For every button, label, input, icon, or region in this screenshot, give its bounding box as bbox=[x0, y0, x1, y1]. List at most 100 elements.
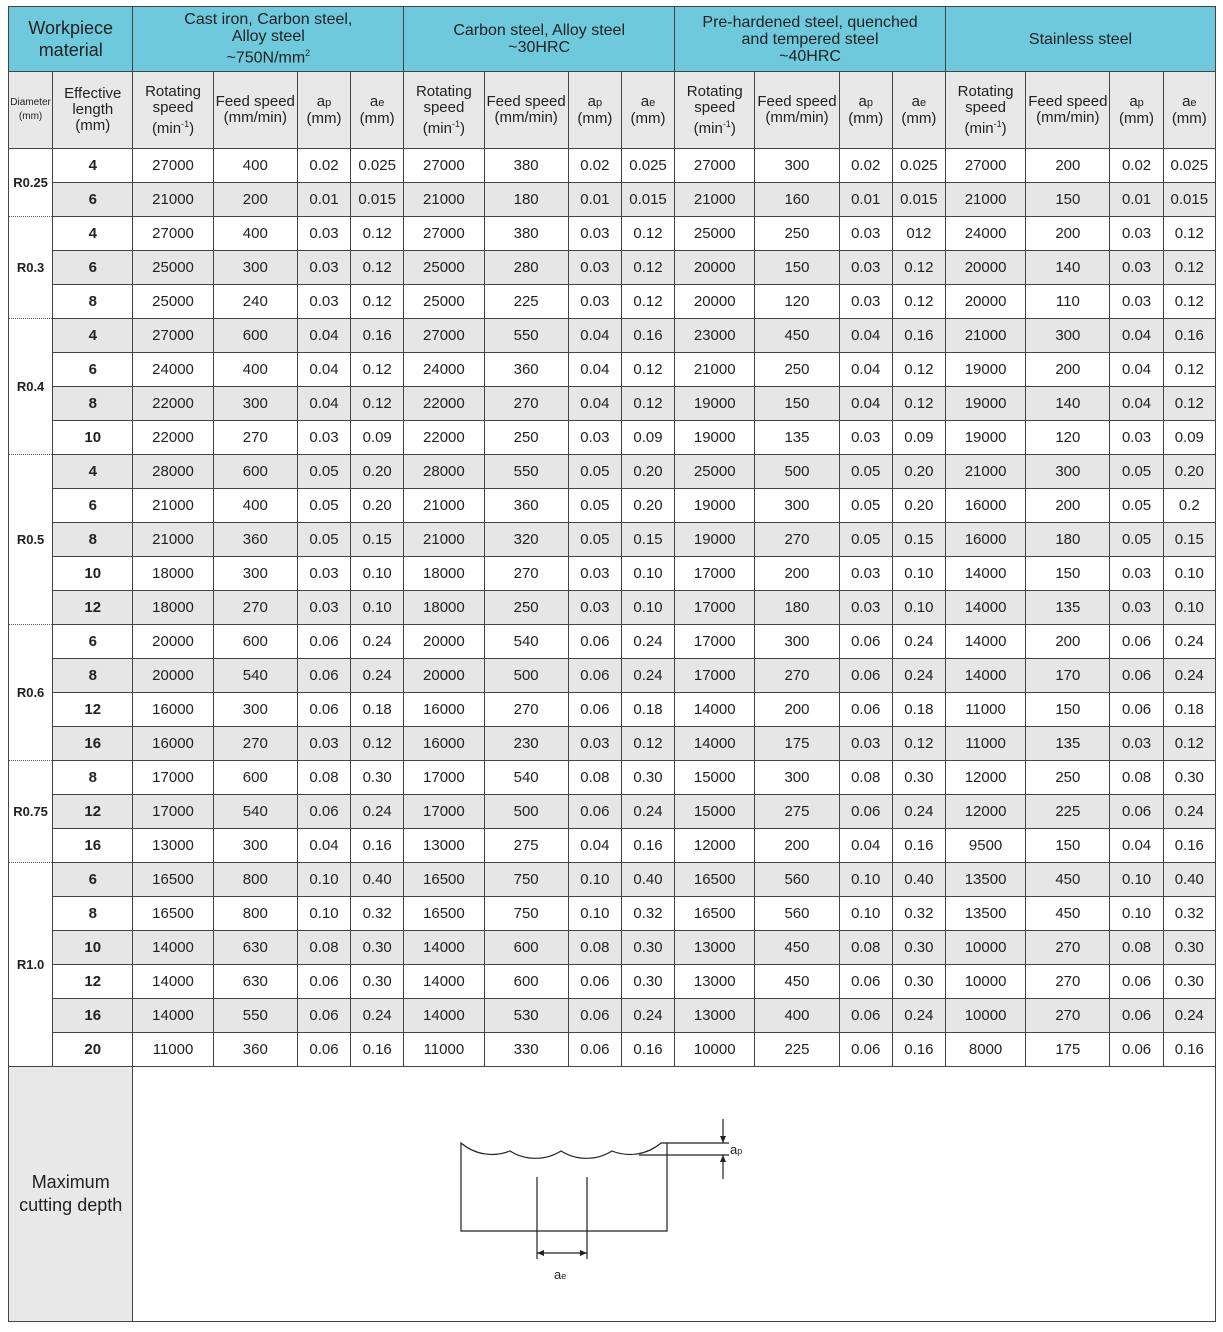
effective-length-cell: 12 bbox=[52, 794, 134, 829]
value-cell: 20000 bbox=[403, 658, 485, 693]
value-cell: 0.15 bbox=[620, 522, 676, 557]
value-cell: 14000 bbox=[403, 998, 485, 1033]
value-cell: 550 bbox=[483, 454, 569, 489]
value-cell: 0.03 bbox=[296, 216, 352, 251]
value-cell: 0.24 bbox=[1162, 658, 1217, 693]
value-cell: 270 bbox=[754, 658, 840, 693]
value-cell: 0.03 bbox=[838, 590, 893, 625]
value-cell: 140 bbox=[1025, 250, 1111, 285]
value-cell: 270 bbox=[483, 692, 569, 727]
value-cell: 120 bbox=[754, 284, 840, 319]
effective-length-cell: 4 bbox=[52, 148, 134, 183]
feed-speed-header-pre-hardened: Feed speed (mm/min) bbox=[754, 71, 840, 149]
value-cell: 300 bbox=[212, 692, 298, 727]
value-cell: 21000 bbox=[132, 182, 214, 217]
value-cell: 0.32 bbox=[891, 896, 946, 931]
value-cell: 0.18 bbox=[620, 692, 676, 727]
value-cell: 0.04 bbox=[567, 318, 622, 353]
value-cell: 11000 bbox=[944, 692, 1027, 727]
table-row: 12 16000 300 0.06 0.18 16000 270 0.06 0.18 14000 2… bbox=[9, 692, 1217, 727]
value-cell: 19000 bbox=[674, 420, 756, 455]
value-cell: 300 bbox=[754, 760, 840, 795]
table-row: 8 22000 300 0.04 0.12 22000 270 0.04 0.12 19000 15… bbox=[9, 386, 1217, 421]
value-cell: 0.20 bbox=[350, 488, 405, 523]
value-cell: 0.05 bbox=[838, 522, 893, 557]
value-cell: 13000 bbox=[674, 964, 756, 999]
value-cell: 0.03 bbox=[838, 250, 893, 285]
value-cell: 0.24 bbox=[891, 658, 946, 693]
value-cell: 0.06 bbox=[1109, 998, 1164, 1033]
value-cell: 360 bbox=[212, 522, 298, 557]
value-cell: 0.06 bbox=[838, 998, 893, 1033]
value-cell: 360 bbox=[483, 488, 569, 523]
value-cell: 0.24 bbox=[620, 998, 676, 1033]
value-cell: 0.20 bbox=[620, 454, 676, 489]
value-cell: 0.08 bbox=[838, 930, 893, 965]
value-cell: 0.015 bbox=[350, 182, 405, 217]
value-cell: 0.32 bbox=[1162, 896, 1217, 931]
value-cell: 0.12 bbox=[350, 284, 405, 319]
value-cell: 0.40 bbox=[620, 862, 676, 897]
value-cell: 0.04 bbox=[296, 352, 352, 387]
value-cell: 0.30 bbox=[1162, 760, 1217, 795]
effective-length-cell: 8 bbox=[52, 760, 134, 795]
diameter-cell: R0.6 bbox=[7, 624, 54, 761]
value-cell: 0.12 bbox=[1162, 386, 1217, 421]
value-cell: 0.12 bbox=[891, 284, 946, 319]
value-cell: 0.24 bbox=[620, 658, 676, 693]
value-cell: 200 bbox=[1025, 148, 1111, 183]
value-cell: 400 bbox=[212, 216, 298, 251]
value-cell: 270 bbox=[212, 590, 298, 625]
value-cell: 0.06 bbox=[838, 1032, 893, 1067]
value-cell: 300 bbox=[212, 250, 298, 285]
value-cell: 0.10 bbox=[350, 590, 405, 625]
value-cell: 21000 bbox=[674, 352, 756, 387]
value-cell: 16500 bbox=[403, 862, 485, 897]
table-row: 12 17000 540 0.06 0.24 17000 500 0.06 0.24 15000 2… bbox=[9, 794, 1217, 829]
ap-header-stainless: ap (mm) bbox=[1109, 71, 1164, 149]
value-cell: 0.2 bbox=[1162, 488, 1217, 523]
value-cell: 250 bbox=[483, 590, 569, 625]
effective-length-cell: 20 bbox=[52, 1032, 134, 1067]
value-cell: 0.12 bbox=[891, 726, 946, 761]
value-cell: 0.10 bbox=[1109, 862, 1164, 897]
value-cell: 22000 bbox=[132, 420, 214, 455]
value-cell: 0.06 bbox=[567, 1032, 622, 1067]
value-cell: 13000 bbox=[674, 930, 756, 965]
value-cell: 0.05 bbox=[567, 522, 622, 557]
value-cell: 0.08 bbox=[567, 930, 622, 965]
value-cell: 23000 bbox=[674, 318, 756, 353]
ae-header-cast-iron: ae (mm) bbox=[350, 71, 405, 149]
value-cell: 15000 bbox=[674, 760, 756, 795]
value-cell: 25000 bbox=[132, 284, 214, 319]
table-row: R1.0 6 16500 800 0.10 0.40 16500 750 0.10 0.40 165… bbox=[7, 862, 1217, 1067]
value-cell: 160 bbox=[754, 182, 840, 217]
value-cell: 0.06 bbox=[296, 998, 352, 1033]
value-cell: 0.03 bbox=[296, 726, 352, 761]
value-cell: 14000 bbox=[674, 692, 756, 727]
value-cell: 0.04 bbox=[1109, 352, 1164, 387]
value-cell: 17000 bbox=[403, 794, 485, 829]
value-cell: 0.06 bbox=[296, 794, 352, 829]
effective-length-header: Effective length (mm) bbox=[52, 71, 134, 149]
value-cell: 500 bbox=[754, 454, 840, 489]
value-cell: 225 bbox=[483, 284, 569, 319]
effective-length-cell: 12 bbox=[52, 590, 134, 625]
cutting-depth-diagram: ap ae bbox=[460, 1119, 743, 1282]
value-cell: 0.06 bbox=[567, 998, 622, 1033]
value-cell: 13000 bbox=[132, 828, 214, 863]
material-header-pre-hardened: Pre-hardened steel, quenched and tempere… bbox=[674, 6, 946, 72]
value-cell: 13000 bbox=[403, 828, 485, 863]
value-cell: 17000 bbox=[674, 624, 756, 659]
value-cell: 0.12 bbox=[1162, 352, 1217, 387]
value-cell: 630 bbox=[212, 964, 298, 999]
value-cell: 0.04 bbox=[567, 352, 622, 387]
value-cell: 270 bbox=[1025, 964, 1111, 999]
value-cell: 0.30 bbox=[620, 930, 676, 965]
diameter-cell: R0.75 bbox=[7, 760, 54, 863]
diameter-cell: R1.0 bbox=[7, 862, 54, 1067]
effective-length-cell: 10 bbox=[52, 420, 134, 455]
value-cell: 0.12 bbox=[620, 284, 676, 319]
cutting-conditions-table: Workpiece material Cast iron, Carbon ste… bbox=[7, 6, 1217, 1322]
value-cell: 0.08 bbox=[838, 760, 893, 795]
